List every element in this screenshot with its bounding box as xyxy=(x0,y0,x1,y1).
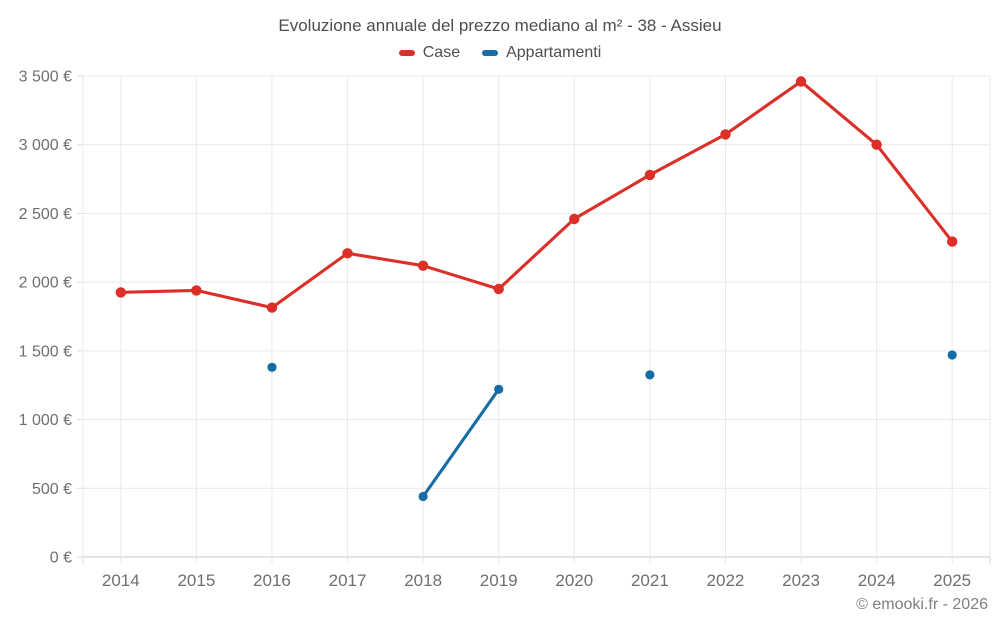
legend: Case Appartamenti xyxy=(0,44,1000,62)
x-tick-label: 2022 xyxy=(707,571,745,590)
y-tick-label: 3 000 € xyxy=(19,137,72,154)
appartamenti-point[interactable] xyxy=(267,362,277,372)
case-point[interactable] xyxy=(569,213,580,225)
y-tick-label: 3 500 € xyxy=(19,69,72,86)
case-point[interactable] xyxy=(266,302,278,313)
copyright-footer: © emooki.fr - 2026 xyxy=(856,596,988,613)
x-tick-label: 2016 xyxy=(253,571,291,590)
appartamenti-point[interactable] xyxy=(645,370,655,380)
x-tick-label: 2014 xyxy=(102,571,140,590)
appartamenti-line xyxy=(421,387,501,499)
legend-item-appartamenti[interactable]: Appartamenti xyxy=(482,44,601,62)
y-tick-label: 2 500 € xyxy=(19,206,72,223)
case-point[interactable] xyxy=(115,287,127,298)
appartamenti-point[interactable] xyxy=(418,491,428,502)
appartamenti-point[interactable] xyxy=(947,350,957,360)
x-tick-label: 2018 xyxy=(404,571,442,590)
case-point[interactable] xyxy=(947,236,958,247)
x-tick-label: 2023 xyxy=(782,571,820,590)
x-tick-label: 2024 xyxy=(858,571,896,590)
case-point[interactable] xyxy=(795,76,807,87)
x-tick-label: 2015 xyxy=(177,571,215,590)
case-point[interactable] xyxy=(644,169,656,181)
y-tick-label: 0 € xyxy=(50,550,72,567)
x-tick-label: 2025 xyxy=(933,571,971,590)
appartamenti-series-swatch-icon xyxy=(482,50,499,56)
y-tick-label: 500 € xyxy=(32,481,72,498)
case-point[interactable] xyxy=(417,260,429,271)
legend-label-appartamenti: Appartamenti xyxy=(506,44,602,61)
y-tick-label: 2 000 € xyxy=(19,275,72,292)
case-point[interactable] xyxy=(871,139,882,150)
case-point[interactable] xyxy=(720,129,731,140)
x-tick-label: 2020 xyxy=(555,571,593,590)
appartamenti-point[interactable] xyxy=(494,384,504,394)
y-tick-label: 1 500 € xyxy=(19,343,72,360)
x-tick-label: 2019 xyxy=(480,571,518,590)
case-point[interactable] xyxy=(191,285,202,296)
legend-label-case: Case xyxy=(422,44,461,61)
x-tick-label: 2021 xyxy=(631,571,669,590)
case-point[interactable] xyxy=(342,248,353,259)
case-point[interactable] xyxy=(493,283,504,295)
case-series-swatch-icon xyxy=(398,50,415,56)
legend-item-case[interactable]: Case xyxy=(398,44,461,62)
chart-title: Evoluzione annuale del prezzo mediano al… xyxy=(278,16,722,35)
x-tick-label: 2017 xyxy=(329,571,367,590)
case-line xyxy=(119,79,954,310)
y-tick-label: 1 000 € xyxy=(19,412,72,429)
